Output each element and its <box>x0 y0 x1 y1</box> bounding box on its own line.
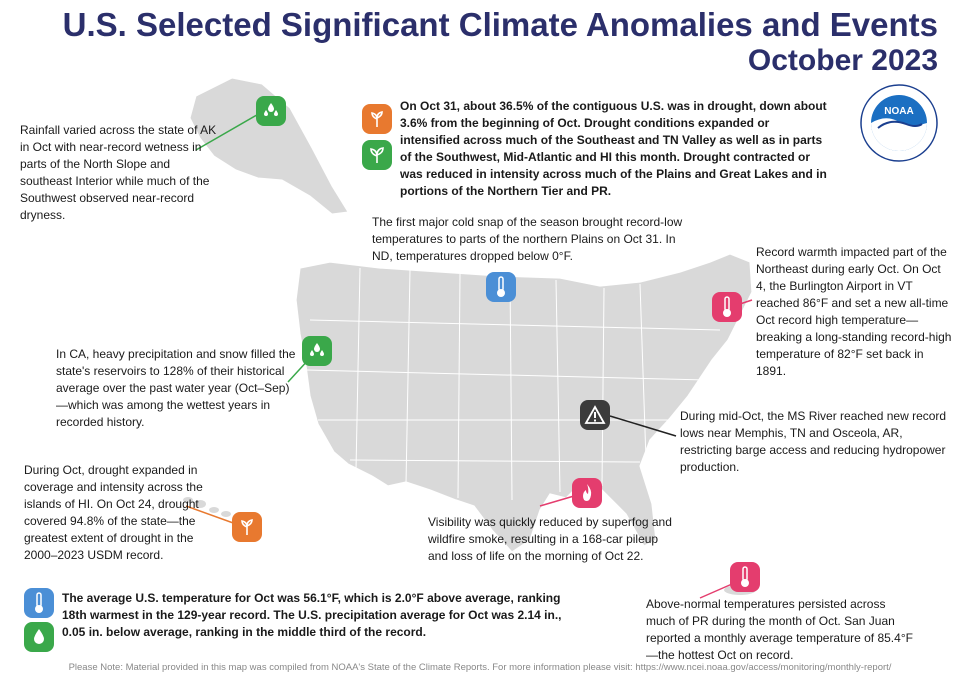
hawaii-annotation: During Oct, drought expanded in coverage… <box>24 463 203 562</box>
alaska-annotation: Rainfall varied across the state of AK i… <box>20 123 217 222</box>
louisiana-annotation: Visibility was quickly reduced by superf… <box>428 515 672 563</box>
fire-icon <box>572 478 602 508</box>
drought-icon-hawaii <box>232 512 262 542</box>
california-annotation: In CA, heavy precipitation and snow fill… <box>56 347 296 429</box>
footer-note: Please Note: Material provided in this m… <box>68 662 892 673</box>
thermometer-hot-icon-pr <box>730 562 760 592</box>
drought-summary-text: On Oct 31, about 36.5% of the contiguous… <box>400 99 827 198</box>
plains-annotation: The first major cold snap of the season … <box>372 215 683 263</box>
precipitation-national-icon <box>24 622 54 652</box>
mississippi-annotation: During mid-Oct, the MS River reached new… <box>680 409 947 474</box>
northeast-annotation: Record warmth impacted part of the North… <box>756 245 952 378</box>
conus-shape <box>295 253 753 553</box>
rain-icon-alaska <box>256 96 286 126</box>
rain-icon-california <box>302 336 332 366</box>
drought-icon <box>362 104 392 134</box>
page-title: U.S. Selected Significant Climate Anomal… <box>62 6 938 43</box>
thermometer-hot-icon-northeast <box>712 292 742 322</box>
thermometer-cold-icon <box>486 272 516 302</box>
puerto-rico-annotation: Above-normal temperatures persisted acro… <box>646 597 913 662</box>
noaa-logo: NOAA <box>860 84 938 162</box>
warning-icon <box>580 400 610 430</box>
wet-icon <box>362 140 392 170</box>
noaa-logo-text: NOAA <box>884 106 913 117</box>
thermometer-national-icon <box>24 588 54 618</box>
national-summary-text: The average U.S. temperature for Oct was… <box>62 591 562 639</box>
page-subtitle: October 2023 <box>747 44 938 77</box>
